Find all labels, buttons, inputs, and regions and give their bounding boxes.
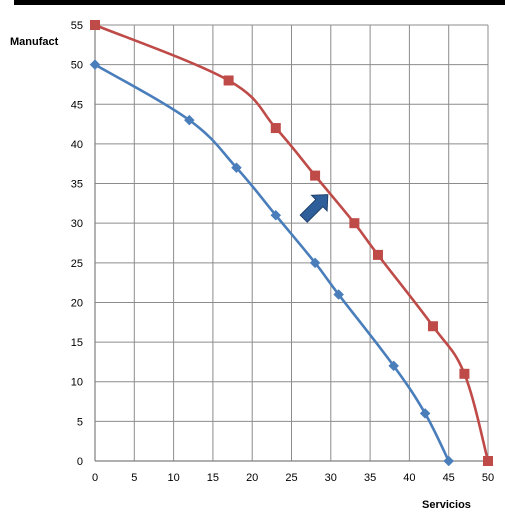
y-tick-label: 20: [71, 297, 83, 309]
x-tick-label: 45: [443, 472, 455, 484]
x-tick-label: 30: [325, 472, 337, 484]
y-tick-label: 10: [71, 377, 83, 389]
x-tick-label: 10: [167, 472, 179, 484]
data-point-marker: [89, 59, 101, 70]
x-tick-label: 15: [207, 472, 219, 484]
arrow-shape: [299, 194, 329, 223]
tick-labels: 0 5 10 15 20 25 30 35 40 45 50 55 0 5 10 15 20 25 30 35 40 45…: [71, 20, 494, 484]
data-point-marker: [483, 456, 493, 466]
x-axis-title: Servicios: [422, 499, 471, 511]
x-tick-label: 5: [131, 472, 137, 484]
x-tick-label: 35: [364, 472, 376, 484]
data-point-marker: [333, 289, 345, 300]
y-tick-label: 0: [77, 456, 83, 468]
y-tick-label: 25: [71, 258, 83, 270]
data-point-marker: [270, 209, 282, 221]
annotation-group: [299, 194, 329, 223]
data-point-marker: [372, 249, 383, 260]
x-tick-label: 25: [285, 472, 297, 484]
data-point-marker: [310, 170, 321, 181]
y-tick-label: 35: [71, 179, 83, 191]
shift-arrow-icon: [299, 194, 329, 223]
y-tick-label: 55: [71, 20, 83, 32]
data-point-marker: [443, 455, 455, 467]
data-point-marker: [90, 20, 100, 30]
series-group: [89, 20, 493, 467]
y-tick-label: 40: [71, 139, 83, 151]
data-point-marker: [419, 408, 431, 419]
x-tick-label: 40: [403, 472, 415, 484]
plot-axes: [94, 25, 488, 462]
data-point-marker: [349, 218, 360, 229]
y-tick-label: 45: [71, 99, 83, 111]
data-point-marker: [459, 368, 470, 379]
y-tick-label: 5: [77, 416, 83, 428]
grid-lines: [94, 24, 489, 462]
data-point-marker: [427, 321, 438, 332]
data-point-marker: [388, 360, 400, 372]
data-point-marker: [223, 75, 234, 86]
data-point-marker: [231, 162, 242, 174]
y-tick-label: 30: [71, 218, 83, 230]
y-tick-label: 15: [71, 337, 83, 349]
data-point-marker: [270, 123, 281, 134]
x-tick-label: 50: [482, 472, 494, 484]
y-tick-label: 50: [71, 60, 83, 72]
data-point-marker: [183, 114, 195, 126]
x-tick-label: 0: [92, 472, 98, 484]
y-axis-title: Manufact: [10, 36, 59, 48]
x-tick-label: 20: [246, 472, 258, 484]
data-point-marker: [309, 257, 321, 269]
top-border-bar: [14, 0, 505, 5]
